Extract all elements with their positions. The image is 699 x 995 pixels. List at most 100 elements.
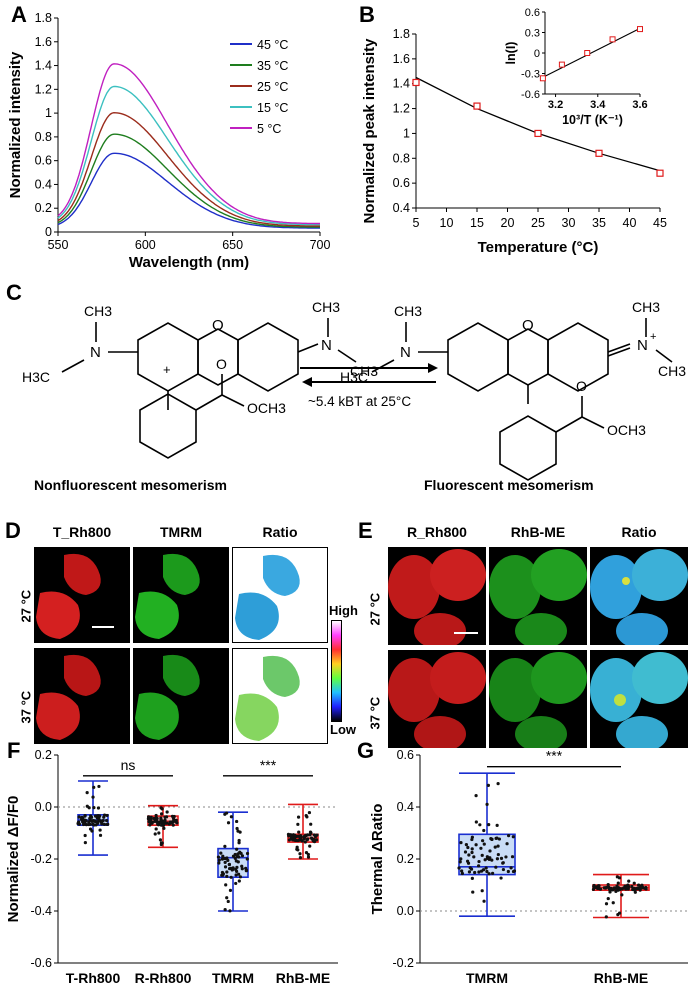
f-data-dot bbox=[88, 816, 92, 821]
f-data-dot bbox=[229, 815, 234, 819]
g-data-dot bbox=[632, 881, 636, 885]
g-data-dot bbox=[496, 782, 500, 786]
f-data-dot bbox=[306, 833, 310, 837]
f-data-dot bbox=[233, 856, 237, 860]
a-legend-label: 45 °C bbox=[257, 38, 288, 52]
a-series-line bbox=[57, 85, 321, 226]
f-data-dot bbox=[309, 836, 314, 840]
f-data-dot bbox=[157, 831, 161, 835]
b-inset-y-title: ln(I) bbox=[504, 42, 518, 65]
b-data-point bbox=[412, 78, 420, 87]
e-row-label-27: 27 °C bbox=[367, 592, 383, 626]
g-data-dot bbox=[497, 837, 502, 841]
f-data-dot bbox=[227, 862, 231, 867]
f-y-tick-label: -0.6 bbox=[30, 956, 52, 970]
g-data-dot bbox=[617, 887, 622, 891]
f-data-dot bbox=[297, 830, 301, 834]
f-data-dot bbox=[223, 865, 228, 869]
d-image-ratio-37 bbox=[232, 648, 328, 744]
g-data-dot bbox=[464, 843, 468, 847]
d-image-ratio-27 bbox=[232, 547, 328, 643]
f-data-dot bbox=[83, 814, 87, 818]
f-data-dot bbox=[85, 804, 89, 808]
f-significance-label: ns bbox=[121, 757, 136, 773]
g-data-dot bbox=[489, 836, 493, 841]
left-ester-bond bbox=[195, 394, 223, 411]
f-data-dot bbox=[305, 838, 309, 842]
g-data-dot bbox=[477, 864, 481, 868]
g-data-dot bbox=[496, 844, 500, 848]
f-data-dot bbox=[83, 841, 87, 845]
f-data-dot bbox=[240, 864, 244, 868]
f-data-dot bbox=[216, 855, 221, 859]
f-data-dot bbox=[296, 815, 301, 819]
g-data-dot bbox=[482, 842, 486, 846]
f-data-dot bbox=[236, 860, 240, 864]
f-data-dot bbox=[169, 821, 174, 825]
colorbar bbox=[331, 620, 342, 722]
g-data-dot bbox=[459, 857, 463, 861]
g-y-tick-label: 0.6 bbox=[397, 748, 414, 762]
f-data-dot bbox=[226, 899, 230, 904]
e-col-title-3: Ratio bbox=[621, 524, 657, 540]
f-data-dot bbox=[162, 826, 166, 830]
g-data-dot bbox=[482, 899, 486, 903]
g-data-dot bbox=[625, 885, 629, 889]
g-y-tick-label: 0.2 bbox=[397, 852, 414, 866]
a-x-tick-label: 650 bbox=[222, 238, 243, 252]
f-y-tick-label: -0.2 bbox=[30, 852, 52, 866]
a-y-tick-label: 0.8 bbox=[35, 130, 52, 144]
b-data-point bbox=[595, 149, 603, 157]
g-data-dot bbox=[470, 850, 474, 855]
b-y-tick-label: 0.6 bbox=[393, 176, 410, 190]
g-data-dot bbox=[495, 857, 500, 861]
f-data-dot bbox=[159, 816, 163, 820]
f-data-dot bbox=[221, 872, 225, 876]
a-legend-label: 25 °C bbox=[257, 80, 288, 94]
g-data-dot bbox=[474, 820, 478, 824]
f-data-dot bbox=[149, 815, 153, 819]
f-y-tick-label: 0.2 bbox=[35, 748, 52, 762]
g-data-dot bbox=[459, 841, 463, 845]
f-data-dot bbox=[304, 850, 309, 855]
f-data-dot bbox=[298, 856, 303, 860]
a-y-tick-label: 1.2 bbox=[35, 82, 52, 96]
f-data-dot bbox=[100, 820, 104, 824]
f-data-dot bbox=[225, 870, 229, 874]
f-data-dot bbox=[245, 851, 250, 856]
panel-label-a: A bbox=[11, 2, 27, 27]
left-h3c: H3C bbox=[22, 369, 50, 385]
left-plus: + bbox=[163, 362, 171, 377]
f-data-dot bbox=[223, 844, 227, 848]
f-data-dot bbox=[148, 823, 152, 827]
f-data-dot bbox=[219, 851, 223, 855]
chart-a-spectra: 0 0.2 0.4 0.6 0.8 1 1.2 1.4 1.6 1.8 550 600 650 700 Wa… bbox=[7, 11, 330, 270]
g-data-dot bbox=[490, 858, 494, 862]
b-inset-y-tick-label: -0.3 bbox=[521, 69, 540, 81]
d-row-label-37: 37 °C bbox=[18, 690, 34, 724]
g-data-dot bbox=[511, 869, 516, 874]
g-data-dot bbox=[458, 860, 462, 864]
g-significance-label: *** bbox=[546, 748, 563, 764]
f-data-dot bbox=[296, 822, 300, 826]
f-data-dot bbox=[98, 828, 102, 832]
g-data-dot bbox=[495, 836, 499, 840]
g-y-tick-label: -0.2 bbox=[392, 956, 414, 970]
a-series-line bbox=[57, 111, 320, 227]
b-inset-x-title: 10³/T (K⁻¹) bbox=[562, 113, 623, 127]
f-data-dot bbox=[83, 833, 87, 838]
f-data-dot bbox=[105, 813, 109, 818]
chart-g-boxplot: -0.2 0.0 0.2 0.4 0.6 Thermal ΔRatio TMRM RhB-ME… bbox=[369, 748, 688, 986]
right-oxygen: O bbox=[522, 317, 534, 334]
b-inset-y-tick-label: -0.6 bbox=[521, 89, 540, 101]
panel-label-c: C bbox=[6, 280, 22, 305]
e-image-r-rh800-27 bbox=[388, 547, 486, 645]
f-data-dot bbox=[236, 829, 240, 833]
g-data-dot bbox=[483, 858, 487, 862]
g-data-dot bbox=[644, 887, 648, 891]
g-data-dot bbox=[499, 876, 503, 880]
f-data-dot bbox=[96, 806, 101, 810]
g-data-dot bbox=[481, 839, 485, 843]
f-data-dot bbox=[303, 840, 307, 844]
g-data-dot bbox=[485, 869, 489, 874]
